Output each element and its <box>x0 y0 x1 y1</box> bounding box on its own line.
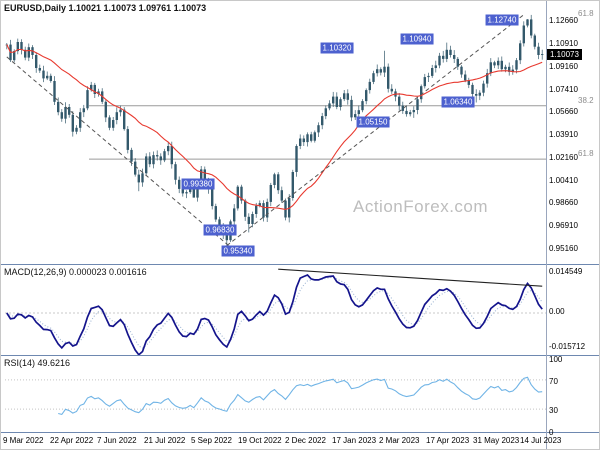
watermark: ActionForex.com <box>353 197 489 216</box>
date-axis-label: 17 Jan 2023 <box>332 436 377 445</box>
price-axis-label: 0.96910 <box>549 221 578 230</box>
macd-indicator-title: MACD(12,26,9) 0.000023 0.001616 <box>4 267 147 277</box>
price-axis-label: 1.05660 <box>549 107 578 116</box>
price-axis-label: 1.10910 <box>549 39 578 48</box>
date-axis-label: 2 Dec 2022 <box>285 436 326 445</box>
date-axis-label: 22 Apr 2022 <box>50 436 94 445</box>
price-callout-label: 0.99380 <box>181 178 215 190</box>
candlestick-series[interactable] <box>5 14 544 246</box>
current-price-box: 1.10073 <box>547 49 582 60</box>
date-axis-label: 14 Jul 2023 <box>520 436 562 445</box>
price-callout-label: 1.12740 <box>485 14 519 26</box>
price-axis-label: 0.95160 <box>549 244 578 253</box>
price-callout-label: 1.06340 <box>441 96 475 108</box>
price-callout-label: 1.10940 <box>400 33 434 45</box>
rsi-axis-label: 100 <box>549 355 563 364</box>
date-axis-label: 19 Oct 2022 <box>238 436 282 445</box>
price-callout-label: 0.96830 <box>203 224 237 236</box>
macd-axis-label: -0.015712 <box>549 342 586 351</box>
price-callout-label: 0.95340 <box>221 245 255 257</box>
macd-signal-line <box>6 276 543 349</box>
date-axis-label: 21 Jul 2022 <box>144 436 186 445</box>
date-axis-label: 31 May 2023 <box>473 436 520 445</box>
macd-axis-label: 0.00 <box>549 307 565 316</box>
rsi-axis-label: 0 <box>549 428 554 437</box>
macd-divergence-line[interactable] <box>278 268 543 287</box>
rsi-indicator-title: RSI(14) 49.6216 <box>4 358 71 368</box>
rsi-axis-label: 70 <box>549 377 558 386</box>
price-callout-label: 1.05150 <box>356 116 390 128</box>
rsi-line <box>58 376 543 416</box>
macd-line <box>6 273 543 357</box>
fib-level-label: 61.8 <box>578 9 594 18</box>
price-axis-label: 1.09160 <box>549 62 578 71</box>
price-axis-label: 1.02160 <box>549 153 578 162</box>
macd-axis-label: 0.014549 <box>549 267 583 276</box>
date-axis-label: 17 Apr 2023 <box>426 436 470 445</box>
date-axis-label: 7 Jun 2022 <box>97 436 137 445</box>
price-axis-label: 1.03910 <box>549 130 578 139</box>
price-axis-label: 1.12660 <box>549 16 578 25</box>
fib-level-label: 38.2 <box>578 96 594 105</box>
price-axis-label: 1.00410 <box>549 176 578 185</box>
price-axis-label: 0.98660 <box>549 198 578 207</box>
chart-title: EURUSD,Daily 1.10021 1.10073 1.09761 1.1… <box>4 3 207 13</box>
price-callout-label: 1.10320 <box>320 42 354 54</box>
trendlines[interactable] <box>6 14 525 257</box>
ma-line <box>6 44 543 210</box>
price-axis-label: 1.07410 <box>549 85 578 94</box>
date-axis-label: 2 Mar 2023 <box>379 436 420 445</box>
rsi-axis-label: 30 <box>549 406 558 415</box>
date-axis-label: 9 Mar 2022 <box>3 436 44 445</box>
date-axis-label: 5 Sep 2022 <box>191 436 232 445</box>
fib-level-label: 61.8 <box>578 149 594 158</box>
